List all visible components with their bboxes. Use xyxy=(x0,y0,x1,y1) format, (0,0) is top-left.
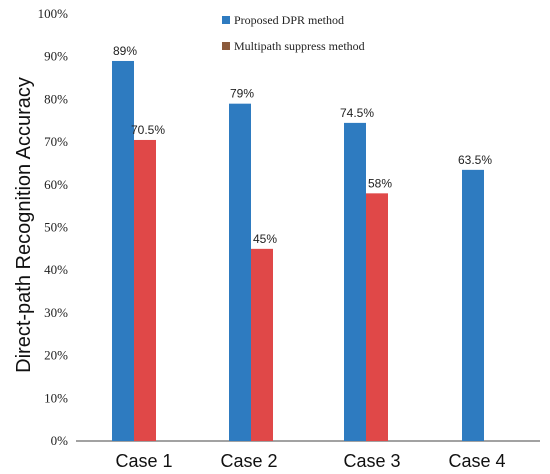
legend-swatch xyxy=(222,16,230,24)
data-label: 58% xyxy=(368,176,392,190)
bar-multipath-case-3 xyxy=(366,193,388,441)
y-tick-label: 30% xyxy=(44,305,68,320)
data-label: 45% xyxy=(253,232,277,246)
y-tick-label: 50% xyxy=(44,220,68,235)
y-tick-label: 70% xyxy=(44,134,68,149)
bar-multipath-case-1 xyxy=(134,139,156,441)
data-label: 70.5% xyxy=(131,123,165,137)
y-tick-label: 80% xyxy=(44,91,68,106)
category-labels: Case 1 Case 2 Case 3 Case 4 xyxy=(115,451,505,471)
y-axis-label: Direct-path Recognition Accuracy xyxy=(13,77,35,373)
legend: Proposed DPR method Multipath suppress me… xyxy=(222,13,365,53)
y-tick-label: 60% xyxy=(44,177,68,192)
bar-dpr-case-3 xyxy=(344,122,366,441)
legend-label: Proposed DPR method xyxy=(234,13,344,27)
bars: 89% 70.5% 79% 45% 74.5% 58% 63.5% xyxy=(112,44,492,442)
y-tick-label: 40% xyxy=(44,262,68,277)
y-axis-ticks: 0% 10% 20% 30% 40% 50% 60% 70% 80% 90% 100% xyxy=(38,6,69,448)
y-tick-label: 100% xyxy=(38,6,69,21)
category-label: Case 1 xyxy=(115,451,172,471)
category-label: Case 2 xyxy=(220,451,277,471)
bar-multipath-case-2 xyxy=(251,248,273,441)
data-label: 79% xyxy=(230,87,254,101)
bar-dpr-case-4 xyxy=(462,169,484,442)
y-tick-label: 0% xyxy=(51,433,69,448)
bar-dpr-case-1 xyxy=(112,60,134,441)
bar-dpr-case-2 xyxy=(229,103,251,442)
data-label: 63.5% xyxy=(458,153,492,167)
legend-label: Multipath suppress method xyxy=(234,39,365,53)
category-label: Case 4 xyxy=(448,451,505,471)
category-label: Case 3 xyxy=(343,451,400,471)
legend-swatch xyxy=(222,42,230,50)
y-tick-label: 20% xyxy=(44,348,68,363)
y-tick-label: 10% xyxy=(44,390,68,405)
data-label: 89% xyxy=(113,44,137,58)
y-tick-label: 90% xyxy=(44,49,68,64)
data-label: 74.5% xyxy=(340,106,374,120)
